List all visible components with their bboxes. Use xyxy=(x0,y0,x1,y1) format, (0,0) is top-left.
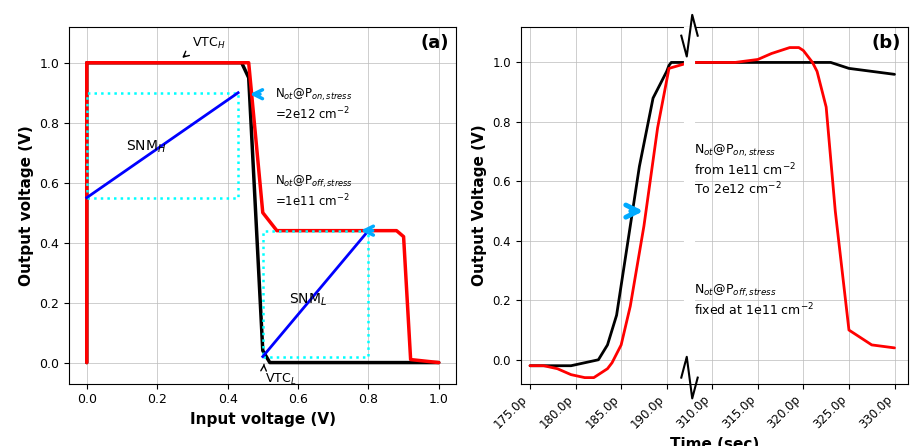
X-axis label: Input voltage (V): Input voltage (V) xyxy=(190,412,336,427)
Text: (b): (b) xyxy=(871,34,901,52)
Text: N$_{ot}$@P$_{off,stress}$
=1e11 cm$^{-2}$: N$_{ot}$@P$_{off,stress}$ =1e11 cm$^{-2}… xyxy=(275,173,353,210)
Text: N$_{ot}$@P$_{off,stress}$
fixed at 1e11 cm$^{-2}$: N$_{ot}$@P$_{off,stress}$ fixed at 1e11 … xyxy=(694,282,814,318)
Text: (a): (a) xyxy=(420,34,449,52)
Text: VTC$_L$: VTC$_L$ xyxy=(265,372,296,387)
Text: N$_{ot}$@P$_{on,stress}$
from 1e11 cm$^{-2}$
To 2e12 cm$^{-2}$: N$_{ot}$@P$_{on,stress}$ from 1e11 cm$^{… xyxy=(694,143,796,198)
Text: VTC$_H$: VTC$_H$ xyxy=(193,36,226,51)
Text: N$_{ot}$@P$_{on,stress}$
=2e12 cm$^{-2}$: N$_{ot}$@P$_{on,stress}$ =2e12 cm$^{-2}$ xyxy=(275,87,352,123)
Y-axis label: Output voltage (V): Output voltage (V) xyxy=(18,125,34,285)
Text: SNM$_H$: SNM$_H$ xyxy=(126,139,167,155)
Y-axis label: Output Voltage (V): Output Voltage (V) xyxy=(472,124,487,286)
X-axis label: Time (sec): Time (sec) xyxy=(670,437,759,446)
Text: SNM$_L$: SNM$_L$ xyxy=(290,291,327,308)
